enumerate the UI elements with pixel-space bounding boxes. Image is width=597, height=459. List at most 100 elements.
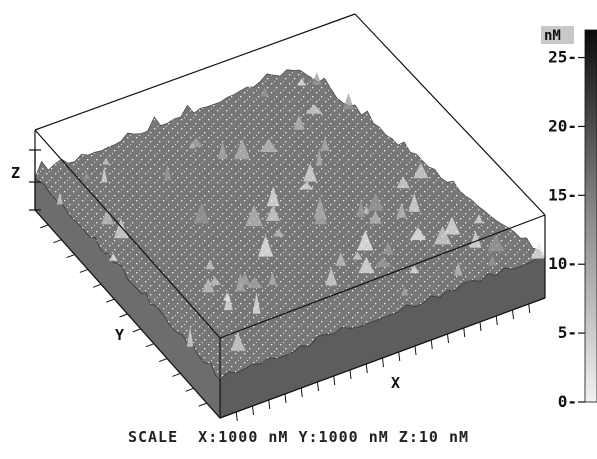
x-tick bbox=[414, 345, 417, 356]
surface-peak bbox=[413, 162, 429, 179]
surface-peak bbox=[488, 255, 497, 266]
surface-peak bbox=[101, 208, 114, 225]
z-axis-ticks bbox=[29, 149, 41, 211]
surface-peak bbox=[305, 104, 323, 114]
surface-peak bbox=[259, 138, 278, 152]
y-tick bbox=[106, 298, 115, 303]
surface-peak bbox=[530, 242, 548, 259]
surface-peak bbox=[357, 230, 374, 251]
surface-peak bbox=[352, 251, 363, 260]
surface-peak bbox=[408, 192, 421, 212]
y-tick bbox=[198, 402, 207, 407]
colorbar-unit: nM bbox=[544, 28, 561, 44]
surface-peak bbox=[101, 166, 108, 183]
colorbar-tick-label: 0- bbox=[558, 392, 577, 411]
surface-peak bbox=[356, 198, 365, 218]
y-tick bbox=[92, 283, 102, 288]
surface-peak bbox=[56, 192, 63, 205]
colorbar-tick-label: 15- bbox=[548, 185, 577, 204]
surface-peak bbox=[163, 164, 172, 181]
colorbar-tick-label: 10- bbox=[548, 254, 577, 273]
x-tick bbox=[252, 405, 254, 416]
y-axis-label: Y bbox=[115, 326, 124, 344]
scale-caption: SCALE X:1000 nM Y:1000 nM Z:10 nM bbox=[127, 428, 470, 446]
surface-peak bbox=[186, 326, 194, 347]
surface-peak bbox=[293, 114, 305, 130]
surface-peak bbox=[313, 197, 327, 219]
surface-peak bbox=[400, 286, 409, 296]
surface-peak bbox=[454, 261, 463, 276]
y-tick bbox=[40, 224, 49, 229]
surface-peak bbox=[223, 292, 233, 311]
surface-peak bbox=[298, 182, 314, 190]
colorbar-tick-label: 25- bbox=[548, 48, 577, 67]
surface-peak bbox=[245, 204, 263, 227]
surface-peak bbox=[257, 235, 274, 257]
y-tick bbox=[185, 387, 194, 392]
colorbar-tick-label: 5- bbox=[558, 323, 577, 342]
surface-peak bbox=[108, 253, 118, 261]
x-tick bbox=[463, 327, 466, 338]
surface-peak bbox=[325, 267, 338, 286]
surface-peak bbox=[382, 241, 394, 255]
surface-peak bbox=[374, 257, 392, 268]
surface-peak bbox=[113, 218, 129, 239]
x-tick bbox=[430, 339, 433, 350]
surface-peak bbox=[396, 202, 407, 218]
surface-peak bbox=[342, 93, 355, 110]
x-tick bbox=[349, 369, 352, 380]
surface-top bbox=[34, 69, 548, 381]
y-tick bbox=[145, 343, 155, 348]
colorbar-tick-label: 20- bbox=[548, 116, 577, 135]
surface-peak bbox=[469, 230, 482, 248]
surface-peak bbox=[235, 272, 246, 292]
surface-peak bbox=[396, 176, 410, 189]
surface-peak bbox=[201, 278, 215, 293]
x-tick bbox=[300, 387, 303, 398]
surface-peak bbox=[268, 272, 277, 285]
surface-peak bbox=[266, 186, 280, 207]
surface-peak bbox=[252, 292, 261, 314]
x-tick bbox=[512, 309, 514, 320]
y-tick bbox=[79, 268, 89, 273]
x-tick bbox=[382, 357, 384, 368]
x-tick bbox=[447, 333, 449, 344]
x-tick bbox=[365, 363, 368, 374]
colorbar: nM 25- 20- 15- 10- 5- 0- bbox=[541, 26, 597, 411]
x-tick bbox=[479, 321, 482, 332]
y-tick bbox=[53, 239, 62, 244]
surface-peak bbox=[367, 193, 384, 211]
surface-peak bbox=[358, 257, 375, 274]
x-tick bbox=[284, 393, 287, 404]
surface-peak bbox=[234, 138, 251, 160]
x-tick bbox=[398, 351, 401, 362]
surface-peak bbox=[369, 210, 382, 224]
x-tick bbox=[268, 399, 271, 410]
surface-peak bbox=[303, 162, 318, 182]
surface-peak bbox=[83, 171, 91, 180]
y-tick bbox=[132, 328, 141, 333]
x-tick bbox=[333, 375, 336, 386]
surface-peak bbox=[102, 157, 110, 165]
surface-peak bbox=[443, 216, 461, 235]
surface-peak bbox=[297, 78, 307, 86]
surface-peak bbox=[487, 234, 505, 252]
surface-peak bbox=[316, 147, 323, 166]
y-tick bbox=[119, 313, 128, 318]
x-axis-ticks bbox=[235, 303, 531, 422]
surface-peak bbox=[433, 226, 452, 245]
surface-peak bbox=[273, 228, 284, 237]
surface-peak bbox=[314, 208, 328, 225]
y-tick bbox=[172, 372, 181, 377]
surface-peak bbox=[260, 86, 269, 97]
x-tick bbox=[317, 381, 319, 392]
x-axis-label: X bbox=[391, 374, 400, 392]
surface-peak bbox=[208, 276, 221, 285]
bounding-box-back bbox=[34, 13, 546, 216]
y-tick bbox=[66, 254, 75, 259]
surface-peak bbox=[265, 205, 281, 221]
surface-peak bbox=[311, 72, 322, 85]
surface-peak bbox=[362, 205, 370, 214]
x-tick bbox=[235, 411, 238, 422]
surface-peak bbox=[217, 141, 228, 159]
